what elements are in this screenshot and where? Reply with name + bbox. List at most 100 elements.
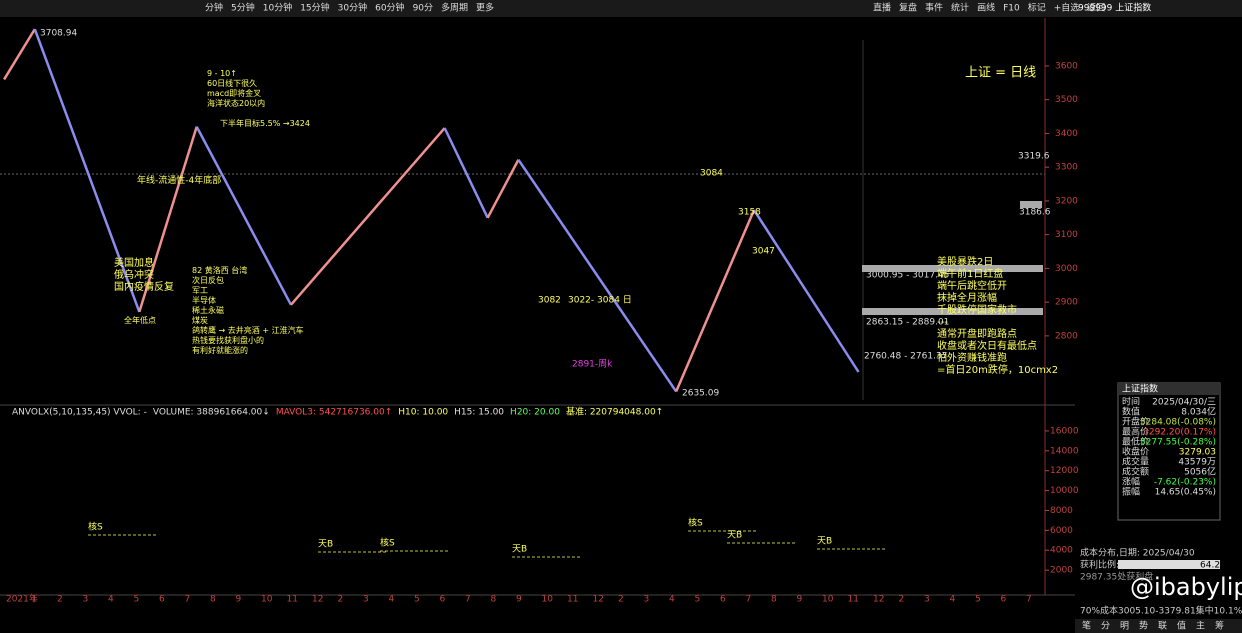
y-tick-label: 3300 xyxy=(1055,163,1078,173)
y-tick-label: 3500 xyxy=(1055,95,1078,105)
volume-legend: H10: 10.00 xyxy=(398,408,448,418)
x-tick-label: 10 xyxy=(822,595,834,605)
info-value: 3279.03 xyxy=(1179,448,1216,458)
toolbar-button[interactable]: 直播 xyxy=(873,2,891,14)
x-tick-label: 6 xyxy=(159,595,165,605)
x-tick-label: 6 xyxy=(1001,595,1007,605)
x-tick-label: 8 xyxy=(491,595,497,605)
zigzag-segment xyxy=(290,127,446,306)
x-tick-label: 8 xyxy=(771,595,777,605)
panel-button[interactable]: 联 xyxy=(1158,621,1167,632)
info-key: 最高价 xyxy=(1122,426,1149,438)
x-tick-label: 8 xyxy=(210,595,216,605)
y-tick-label: 3200 xyxy=(1055,196,1078,206)
toolbar-button[interactable]: 标记 xyxy=(1028,2,1046,14)
panel-button[interactable]: 势 xyxy=(1139,620,1148,632)
x-tick-label: 11 xyxy=(848,595,859,605)
toolbar-button[interactable]: 返回 xyxy=(1087,2,1105,14)
x-tick-label: 7 xyxy=(1026,595,1032,605)
price-label: 3000.95 - 3017.45 xyxy=(866,271,949,281)
x-tick-label: 4 xyxy=(669,595,675,605)
period-tab[interactable]: 15分钟 xyxy=(300,2,329,14)
period-tab[interactable]: 10分钟 xyxy=(263,2,292,14)
info-value: 5056亿 xyxy=(1184,466,1216,478)
toolbar-button[interactable]: 画线 xyxy=(977,2,995,14)
x-tick-label: 2 xyxy=(57,595,63,605)
zigzag-segment xyxy=(517,159,678,393)
info-key: 成交量 xyxy=(1122,456,1149,468)
x-tick-label: 5 xyxy=(695,595,701,605)
x-tick-label: 1 xyxy=(32,595,38,605)
x-tick-label: 10 xyxy=(542,595,554,605)
price-label: 3047 xyxy=(752,247,775,257)
toolbar-button[interactable]: 事件 xyxy=(925,2,943,14)
y-tick-label: 12000 xyxy=(1050,466,1079,476)
x-tick-label: 10 xyxy=(261,595,273,605)
x-tick-label: 2 xyxy=(618,595,624,605)
info-key: 收盘价 xyxy=(1122,446,1149,458)
annotation: 年线-流通性-4年底部 xyxy=(137,174,221,186)
signal-label: 天B xyxy=(318,540,333,550)
period-tab[interactable]: 30分钟 xyxy=(338,2,367,14)
x-tick-label: 3 xyxy=(644,595,650,605)
period-tab[interactable]: 60分钟 xyxy=(375,2,404,14)
annotation: 下半年目标5.5% →3424 xyxy=(220,118,310,128)
info-value: 43579万 xyxy=(1178,458,1216,468)
toolbar-button[interactable]: 复盘 xyxy=(899,2,917,14)
zigzag-segment xyxy=(443,127,489,219)
x-tick-label: 2021年 xyxy=(6,593,38,605)
price-label: 2760.48 - 2761.37 xyxy=(864,352,947,362)
price-label: 3084 xyxy=(700,169,723,179)
price-label: 2891-周k xyxy=(572,359,613,370)
x-tick-label: 4 xyxy=(108,595,114,605)
period-tab[interactable]: 分钟 xyxy=(205,2,223,14)
toolbar-button[interactable]: F10 xyxy=(1003,4,1020,14)
info-key: 振幅 xyxy=(1122,486,1140,498)
chart-title: 上证 = 日线 xyxy=(965,66,1036,81)
price-label: 3158 xyxy=(738,208,761,218)
annotation: 82 黄洛西 台湾次日反包军工半导体稀土永磁煤炭鸽转鹰 → 去井亮酒 + 江淮汽… xyxy=(192,265,304,355)
y-tick-label: 2800 xyxy=(1055,331,1078,341)
zigzag-segment xyxy=(675,209,756,393)
period-tab[interactable]: 更多 xyxy=(476,2,494,14)
panel-button[interactable]: 主 xyxy=(1196,620,1205,632)
panel-button[interactable]: 筹 xyxy=(1215,620,1224,632)
info-key: 数值 xyxy=(1122,406,1140,418)
period-tab[interactable]: 90分 xyxy=(413,3,433,14)
period-tab[interactable]: 多周期 xyxy=(441,2,468,14)
volume-legend: H15: 15.00 xyxy=(454,408,504,418)
x-tick-label: 9 xyxy=(797,595,803,605)
info-value: -7.62(-0.23%) xyxy=(1154,478,1216,488)
zigzag-segment xyxy=(3,28,36,81)
zigzag-segment xyxy=(752,209,860,373)
annotation: 美股暴跌2日端午前1日红盘端午后跳空低开抹掉全月涨幅千股跌停国家救市---通常开… xyxy=(937,255,1058,376)
panel-button[interactable]: 明 xyxy=(1120,621,1129,632)
info-value: 3277.55(-0.28%) xyxy=(1140,438,1216,448)
volume-legend: 基准: 220794048.00↑ xyxy=(566,406,663,418)
toolbar-button[interactable]: +自选 xyxy=(1054,2,1080,14)
x-tick-label: 4 xyxy=(950,595,956,605)
x-tick-label: 2 xyxy=(338,595,344,605)
x-tick-label: 7 xyxy=(185,595,191,605)
info-key: 涨幅 xyxy=(1122,476,1140,488)
info-key: 最低价 xyxy=(1122,436,1149,448)
volume-legend: VOLUME: 388961664.00↓ xyxy=(153,408,270,418)
y-tick-label: 6000 xyxy=(1050,526,1073,536)
panel-button[interactable]: 分 xyxy=(1101,621,1110,632)
info-key: 时间 xyxy=(1122,396,1140,408)
volume-legend: MAVOL3: 542716736.00↑ xyxy=(276,408,392,418)
y-tick-label: 2000 xyxy=(1050,566,1073,576)
y-tick-label: 3000 xyxy=(1055,264,1078,274)
annotation: 全年低点 xyxy=(124,315,156,325)
signal-label: 核S xyxy=(88,521,103,533)
price-label: 3022- 3084 日 xyxy=(568,295,632,306)
info-title: 上证指数 xyxy=(1122,383,1158,395)
price-label: 2635.09 xyxy=(682,389,719,399)
y-tick-label: 3600 xyxy=(1055,61,1078,71)
period-tab[interactable]: 5分钟 xyxy=(231,2,255,14)
x-tick-label: 12 xyxy=(593,595,604,605)
price-band xyxy=(862,265,1043,272)
panel-button[interactable]: 笔 xyxy=(1082,620,1091,632)
toolbar-button[interactable]: 统计 xyxy=(951,2,969,14)
panel-button[interactable]: 值 xyxy=(1177,620,1186,632)
